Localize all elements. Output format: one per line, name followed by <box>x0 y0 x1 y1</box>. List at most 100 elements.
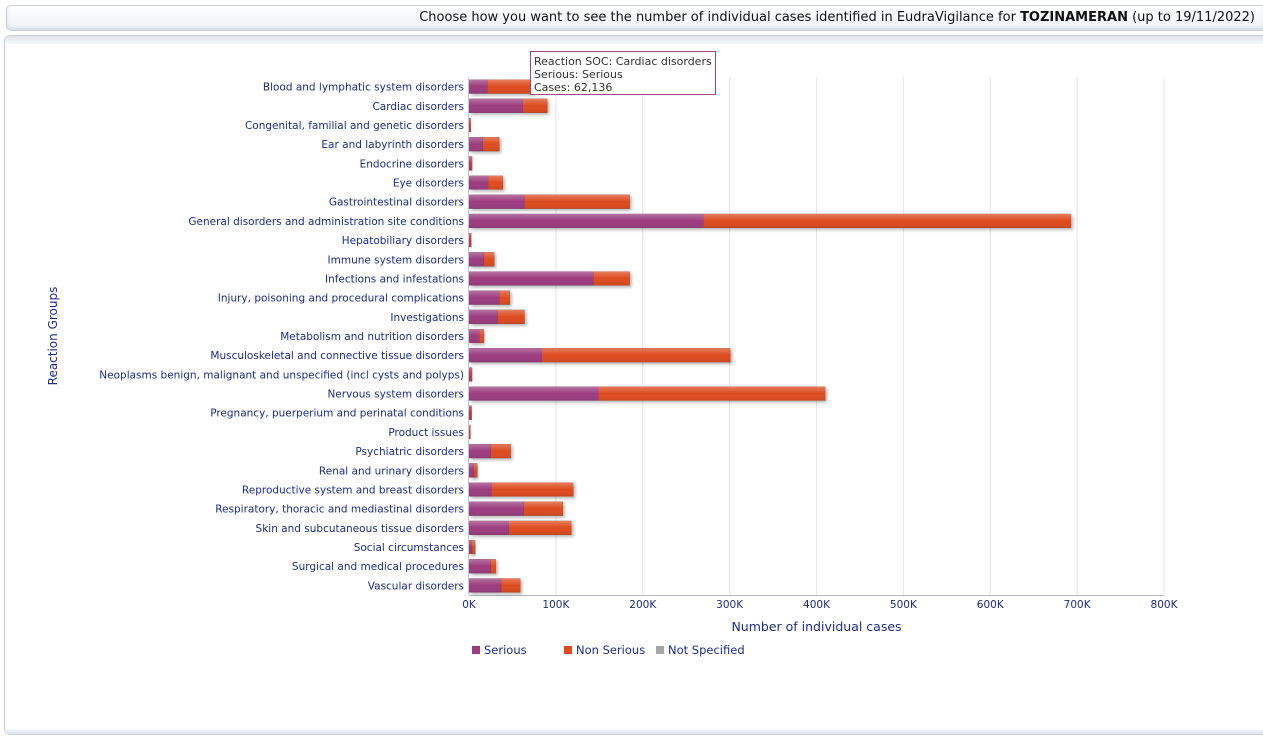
bar-highlight <box>469 578 502 593</box>
x-tick-label: 300K <box>716 599 744 611</box>
category-label: Infections and infestations <box>325 273 464 285</box>
category-label: Musculoskeletal and connective tissue di… <box>210 350 464 362</box>
category-label: Skin and subcutaneous tissue disorders <box>256 523 464 535</box>
bar-highlight <box>524 194 630 209</box>
tooltip-cases: Cases: 62,136 <box>534 81 613 94</box>
category-label: Reproductive system and breast disorders <box>242 484 464 496</box>
panel-footer-strip <box>5 729 1263 734</box>
bar-highlight <box>470 233 472 248</box>
x-tick-label: 700K <box>1064 599 1092 611</box>
bar-highlight <box>469 482 492 497</box>
bar-highlight <box>469 309 498 324</box>
x-tick-label: 800K <box>1151 599 1179 611</box>
x-axis-title: Number of individual cases <box>731 619 901 634</box>
x-tick-label: 200K <box>629 599 657 611</box>
bar-highlight <box>471 156 473 171</box>
bar-highlight <box>469 424 471 439</box>
panel-header-strip <box>5 36 1263 44</box>
bar-highlight <box>483 252 495 267</box>
category-label: Surgical and medical procedures <box>292 561 464 573</box>
product-name: TOZINAMERAN <box>1020 10 1128 25</box>
x-tick-label: 500K <box>890 599 918 611</box>
bar-highlight <box>469 290 500 305</box>
bar-highlight <box>469 463 474 478</box>
y-axis-title: Reaction Groups <box>46 287 60 386</box>
category-label: Renal and urinary disorders <box>319 465 464 477</box>
legend-item-label: Not Specified <box>668 643 745 657</box>
chart-panel <box>4 35 1263 735</box>
category-label: Metabolism and nutrition disorders <box>280 331 464 343</box>
bar-highlight <box>469 117 471 132</box>
category-label: Injury, poisoning and procedural complic… <box>218 293 464 305</box>
bar-highlight <box>469 271 594 286</box>
category-label: Blood and lymphatic system disorders <box>263 82 464 94</box>
bar-highlight <box>491 482 574 497</box>
bar-highlight <box>469 540 472 555</box>
legend-swatch <box>472 646 480 654</box>
bar-highlight <box>470 405 472 420</box>
bar-highlight <box>469 175 489 190</box>
title-prefix: Choose how you want to see the number of… <box>419 10 1016 25</box>
bar-highlight <box>469 137 483 152</box>
legend-swatch <box>564 646 572 654</box>
bar-highlight <box>469 98 523 113</box>
bar-highlight <box>469 367 472 382</box>
bar-highlight <box>490 444 511 459</box>
bar-highlight <box>469 559 491 574</box>
legend-item-label: Serious <box>484 643 527 657</box>
category-label: Vascular disorders <box>368 580 464 592</box>
bar-highlight <box>469 252 484 267</box>
bar-highlight <box>482 137 500 152</box>
bar-highlight <box>501 578 521 593</box>
bar-highlight <box>479 329 484 343</box>
bar-highlight <box>469 213 704 228</box>
bar-highlight <box>471 367 473 382</box>
bar-highlight <box>469 194 525 209</box>
bar-highlight <box>541 348 731 363</box>
category-label: Cardiac disorders <box>372 101 464 113</box>
bar-highlight <box>469 117 472 132</box>
category-label: Eye disorders <box>393 178 464 190</box>
bar-highlight <box>473 463 478 478</box>
bar-highlight <box>487 79 535 94</box>
category-label: Pregnancy, puerperium and perinatal cond… <box>210 408 464 420</box>
category-label: Social circumstances <box>354 542 464 554</box>
category-label: Product issues <box>388 427 464 439</box>
category-label: Nervous system disorders <box>327 389 464 401</box>
bar-highlight <box>469 329 480 343</box>
category-label: Gastrointestinal disorders <box>329 197 464 209</box>
legend-swatch <box>656 646 664 654</box>
legend-item-label: Non Serious <box>576 643 645 657</box>
category-label: Ear and labyrinth disorders <box>321 139 464 151</box>
bar-highlight <box>469 79 488 94</box>
category-label: Immune system disorders <box>328 254 464 266</box>
title-suffix: (up to 19/11/2022) <box>1132 10 1255 25</box>
bar-highlight <box>508 520 572 535</box>
category-label: Respiratory, thoracic and mediastinal di… <box>215 504 464 516</box>
bar-highlight <box>469 405 471 420</box>
x-tick-label: 0K <box>462 599 477 611</box>
page-title: Choose how you want to see the number of… <box>419 10 1255 25</box>
bar-highlight <box>593 271 630 286</box>
bar-highlight <box>471 540 476 555</box>
tooltip-seriousness: Serious: Serious <box>534 68 623 81</box>
category-label: Psychiatric disorders <box>355 446 464 458</box>
bar-highlight <box>469 520 509 535</box>
x-tick-label: 600K <box>977 599 1005 611</box>
x-tick-label: 100K <box>542 599 570 611</box>
bar-highlight <box>499 290 510 305</box>
bar-highlight <box>703 213 1072 228</box>
bar-highlight <box>497 309 525 324</box>
category-label: Endocrine disorders <box>360 158 464 170</box>
category-label: Congenital, familial and genetic disorde… <box>245 120 464 132</box>
header-bar: Choose how you want to see the number of… <box>6 5 1263 31</box>
bar-highlight <box>469 386 599 401</box>
bar-highlight <box>469 156 472 171</box>
bar-highlight <box>469 348 542 363</box>
category-label: Investigations <box>390 312 464 324</box>
x-tick-label: 400K <box>803 599 831 611</box>
bar-highlight <box>490 559 496 574</box>
category-label: Neoplasms benign, malignant and unspecif… <box>99 369 464 381</box>
bar-highlight <box>469 501 524 516</box>
